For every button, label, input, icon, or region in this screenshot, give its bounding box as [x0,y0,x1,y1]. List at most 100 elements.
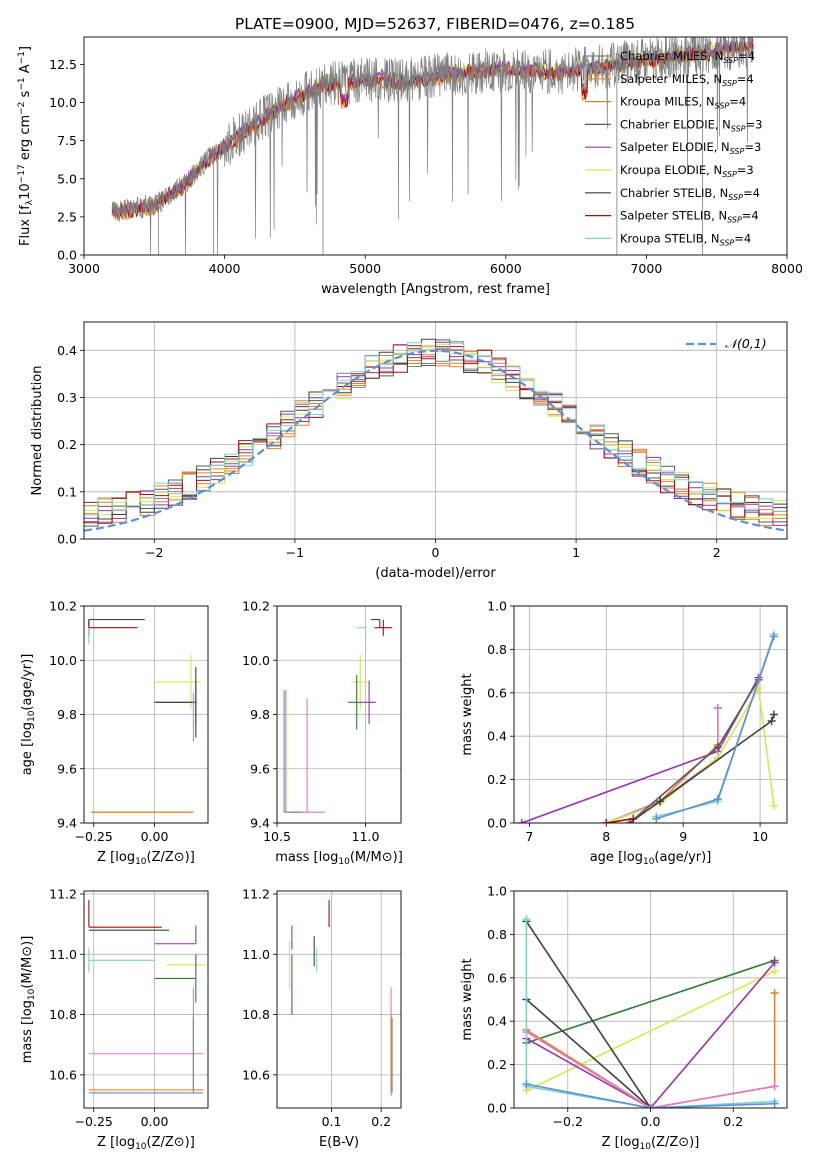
point-marker [713,795,722,804]
plot-area [522,915,779,1108]
x-tick-label: 0.0 [641,1114,661,1129]
y-tick-label: 0.8 [487,642,507,657]
y-tick-label: 0.0 [487,1101,507,1116]
axes-frame [83,890,209,1109]
panel-residuals: −2 −1 0 1 2 0.0 0.1 0.2 0.3 0.4 𝒩(0,1) (data-model)… [30,321,788,581]
legend-label: Salpeter MILES, NSSP=4 [620,72,754,88]
plot-area [88,619,201,813]
point-marker [652,814,661,823]
y-tick-label: 0.0 [57,532,77,547]
y-tick-label: 9.6 [57,761,77,776]
y-tick-label: 0.2 [487,1057,507,1072]
spectrum-legend: Chabrier MILES, NSSP=4 Salpeter MILES, NS… [585,49,762,247]
panel-mass_vs_Z: −0.25 0.00 10.6 10.8 11.0 11.2 Z [log10(Z/Z⊙)]… [20,887,209,1152]
legend-label: Kroupa MILES, NSSP=4 [620,95,746,111]
point-marker [770,1082,779,1091]
legend-label: Kroupa ELODIE, NSSP=3 [620,163,754,179]
legend-label: Salpeter ELODIE, NSSP=3 [620,140,761,156]
x-tick-label: 5000 [349,261,381,276]
histogram-series [84,345,787,524]
legend-label: Chabrier ELODIE, NSSP=3 [620,117,762,133]
y-axis-label: Normed distribution [30,366,45,496]
y-tick-label: 0.2 [487,772,507,787]
x-tick-label: 0.1 [322,1114,342,1129]
y-tick-label: 1.0 [487,884,507,899]
y-tick-label: 10.2 [49,599,77,614]
y-axis-label: mass [log10(M/M⊙)] [20,936,37,1064]
axes-frame [513,605,788,824]
y-tick-label: 2.5 [57,209,77,224]
y-tick-label: 9.4 [250,816,270,831]
panel-mass_vs_ebv: 0.1 0.2 10.6 10.8 11.0 11.2 E(B-V) [242,887,402,1150]
y-tick-label: 10.8 [242,1007,270,1022]
x-tick-label: 0.2 [723,1114,743,1129]
point-marker [629,814,638,823]
mass-weight-line [628,714,775,823]
y-tick-label: 0.4 [487,729,507,744]
point-marker [517,819,526,823]
figure-title: PLATE=0900, MJD=52637, FIBERID=0476, z=0… [235,15,635,33]
y-tick-label: 0.8 [487,927,507,942]
y-tick-label: 0.1 [57,484,77,499]
point-marker [770,1099,779,1108]
x-tick-label: 4000 [209,261,241,276]
axes-frame [83,321,788,540]
x-tick-label: −0.25 [75,1114,113,1129]
y-tick-label: 0.3 [57,390,77,405]
y-tick-label: 5.0 [57,171,77,186]
y-tick-label: 0.0 [57,248,77,263]
x-tick-label: 0.2 [371,1114,391,1129]
mass-weight-line [525,919,775,1108]
x-tick-label: 7 [525,829,533,844]
mass-weight-line [526,970,775,1092]
y-tick-label: 9.8 [57,707,77,722]
legend-label: Kroupa STELIB, NSSP=4 [620,231,751,247]
y-tick-label: 9.6 [250,761,270,776]
panel-spectrum: 3000 4000 5000 6000 7000 8000 0.0 2.5 5.0 7.5 10.0… [17,36,803,297]
y-tick-label: 11.2 [49,887,77,902]
legend-label: Chabrier STELIB, NSSP=4 [620,186,760,202]
x-axis-label: E(B-V) [319,1135,359,1150]
x-axis-label: Z [log10(Z/Z⊙)] [602,1135,700,1152]
point-marker [770,967,779,976]
x-tick-label: −0.2 [553,1114,583,1129]
point-marker [769,801,778,810]
x-tick-label: 10 [752,829,768,844]
x-axis-label: Z [log10(Z/Z⊙)] [97,1135,195,1152]
axes-frame [83,36,788,256]
y-axis-label: mass weight [460,673,475,755]
point-marker [602,819,611,823]
point-marker [656,797,665,806]
plot-area [84,338,787,532]
x-tick-label: 1 [572,545,580,560]
y-tick-label: 10.0 [242,653,270,668]
point-marker [713,703,722,712]
y-tick-label: 10.2 [242,599,270,614]
x-tick-label: 8000 [771,261,803,276]
x-tick-label: 11.0 [352,829,380,844]
y-tick-label: 0.4 [487,1014,507,1029]
axes-frame [513,890,788,1109]
mass-weight-line [525,1031,775,1108]
point-marker [646,1104,655,1108]
normal-curve [84,349,787,532]
y-tick-label: 1.0 [487,599,507,614]
plot-area [288,900,393,1096]
y-tick-label: 0.2 [57,437,77,452]
plot-area [88,900,206,1094]
point-marker [769,710,778,719]
y-axis-label: age [log10(age/yr)] [20,654,37,776]
x-tick-label: 10.5 [263,829,291,844]
panel-age_vs_Z: −0.25 0.00 9.4 9.6 9.8 10.0 10.2 Z [log10(Z/Z⊙)… [20,599,209,867]
x-tick-label: 3000 [68,261,100,276]
x-tick-label: 9 [679,829,687,844]
y-tick-label: 10.8 [49,1007,77,1022]
legend-label: 𝒩(0,1) [725,336,767,351]
observed-spectrum [111,37,754,255]
legend-label: Chabrier MILES, NSSP=4 [620,49,755,65]
x-tick-label: −1 [286,545,304,560]
point-marker [770,988,779,997]
mass-weight-line [656,633,775,818]
point-marker [522,915,531,924]
